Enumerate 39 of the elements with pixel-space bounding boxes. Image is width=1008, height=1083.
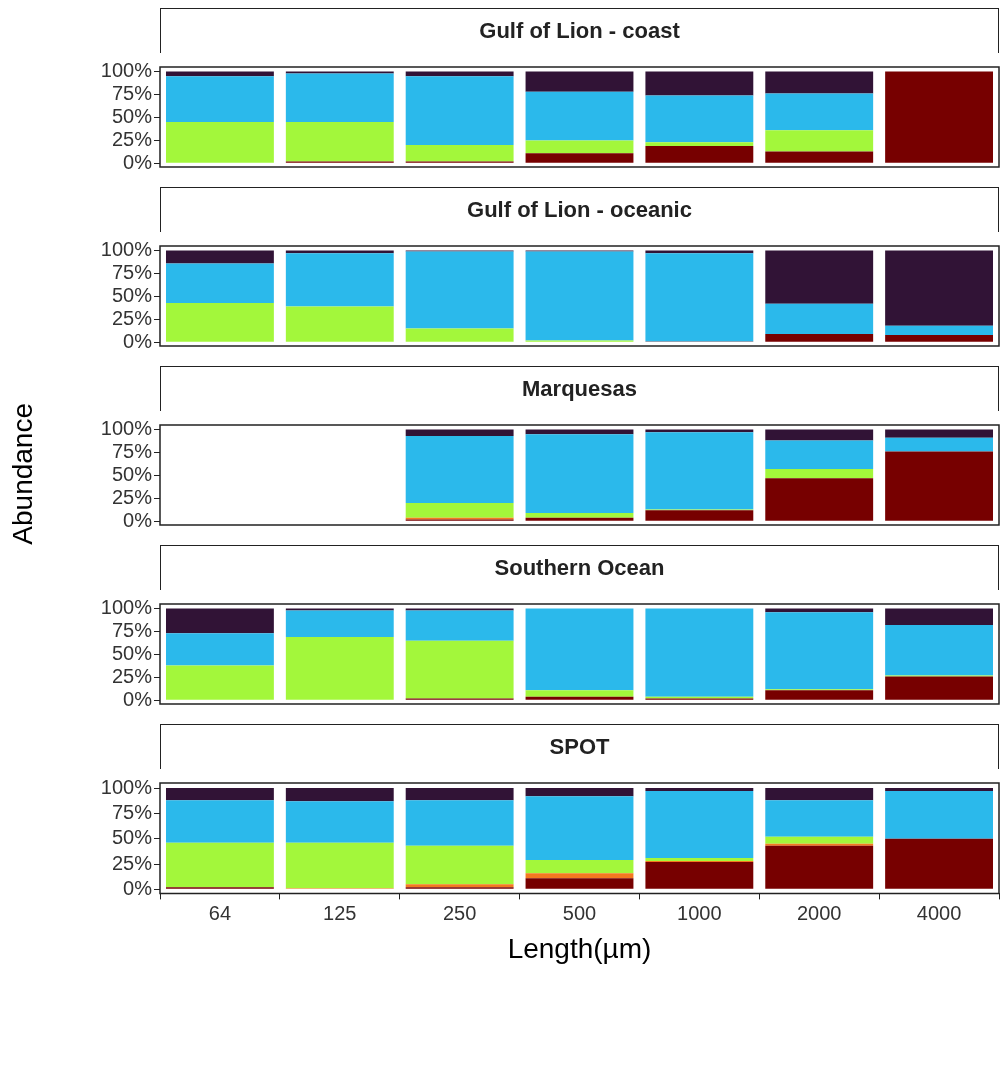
x-tick-label: 4000	[916, 901, 962, 924]
y-tick-label: 75%	[111, 261, 153, 284]
chart-title: Marquesas	[160, 366, 999, 411]
y-tick-label: 25%	[111, 127, 153, 150]
chart-title: SPOT	[160, 724, 999, 769]
y-axis-title: Abundance	[7, 403, 39, 545]
x-tick-label: 250	[442, 901, 477, 924]
x-tick-label: 1000	[677, 901, 722, 924]
x-tick-label: 64	[208, 901, 232, 924]
y-tick-label: 50%	[111, 462, 153, 485]
y-tick-label: 50%	[111, 641, 153, 664]
x-axis-title: Length(µm)	[507, 932, 652, 964]
y-tick-label: 100%	[100, 238, 153, 261]
y-tick-label: 100%	[100, 59, 153, 82]
y-tick-label: 75%	[111, 440, 153, 463]
y-tick-label: 0%	[123, 150, 153, 173]
y-tick-label: 75%	[111, 800, 153, 823]
y-tick-label: 25%	[111, 664, 153, 687]
y-tick-label: 50%	[111, 826, 153, 849]
y-tick-label: 50%	[111, 104, 153, 127]
y-tick-label: 25%	[111, 851, 153, 874]
y-tick-label: 100%	[100, 417, 153, 440]
y-tick-label: 100%	[100, 775, 153, 798]
x-tick-label: 125	[323, 901, 357, 924]
chart-title: Southern Ocean	[160, 545, 999, 590]
y-tick-label: 50%	[111, 283, 153, 306]
chart-title: Gulf of Lion - oceanic	[160, 187, 999, 232]
chart-title: Gulf of Lion - coast	[160, 8, 999, 53]
y-tick-label: 0%	[123, 687, 153, 710]
y-tick-label: 25%	[111, 485, 153, 508]
y-tick-label: 0%	[123, 876, 153, 899]
x-tick-label: 2000	[796, 901, 842, 924]
x-tick-label: 500	[562, 901, 597, 924]
y-tick-label: 100%	[100, 596, 153, 619]
y-tick-label: 0%	[123, 329, 153, 352]
y-tick-label: 75%	[111, 619, 153, 642]
y-tick-label: 25%	[111, 306, 153, 329]
y-tick-label: 75%	[111, 82, 153, 105]
y-tick-label: 0%	[123, 508, 153, 531]
